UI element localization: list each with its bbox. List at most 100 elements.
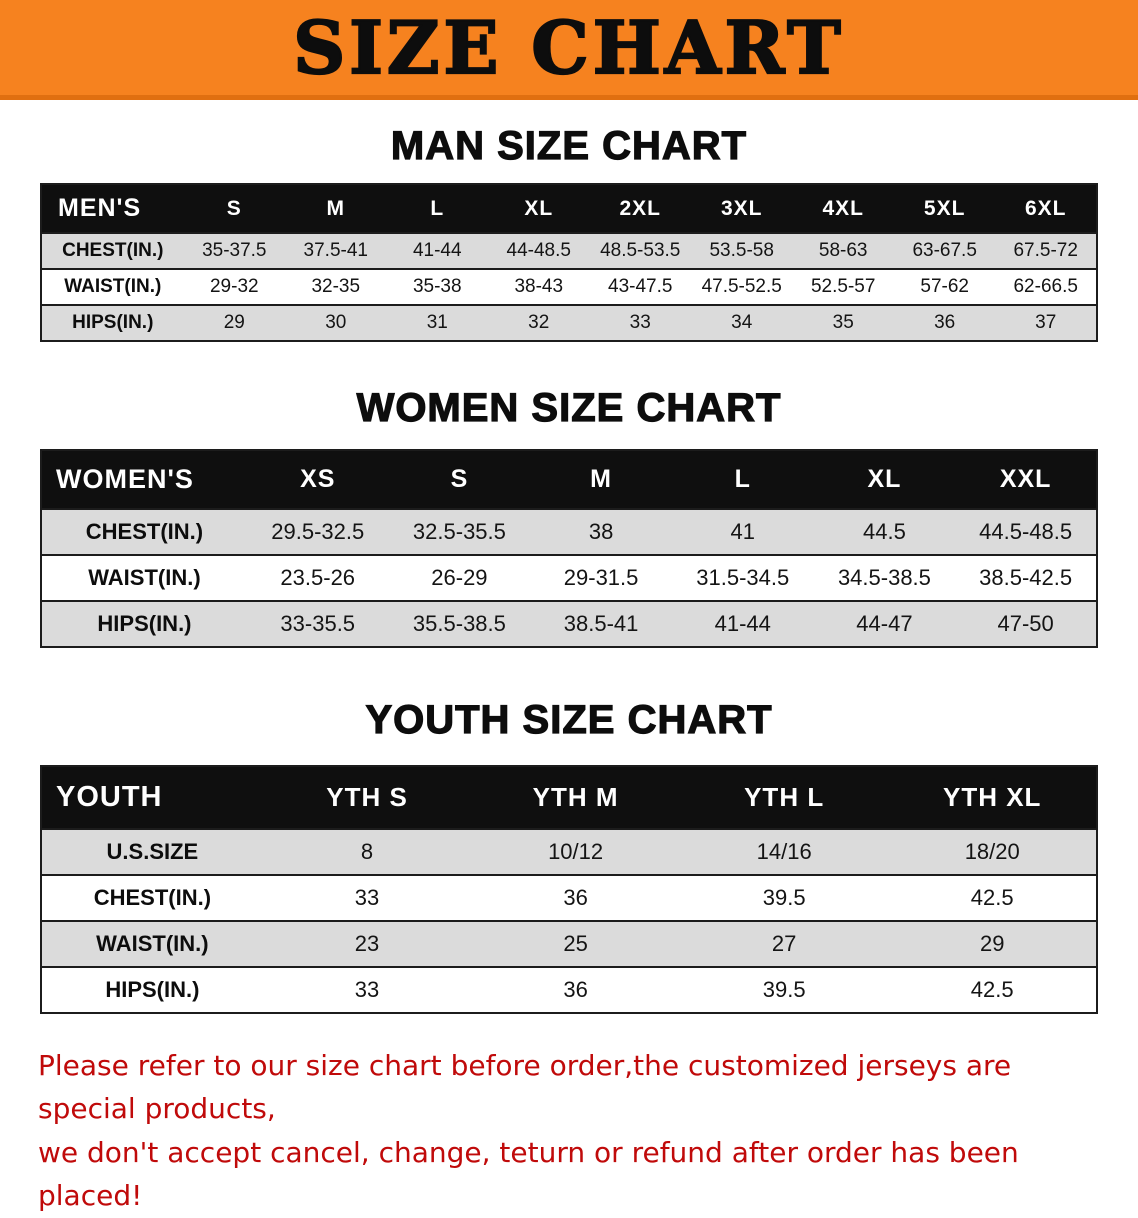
size-value: 29-32 (209, 276, 259, 297)
men-size-table-wrap: MEN'S S M L XL 2XL 3XL 4XL 5XL 6XL CHEST(IN.) 35-37… (40, 183, 1098, 342)
size-value: 35 (832, 312, 854, 333)
table-row: WAIST(IN.) 23.5-26 26-29 29-31.5 31.5-34.5 34… (41, 555, 1097, 601)
size-value: 33-35.5 (280, 611, 356, 636)
size-column-header: 3XL (690, 184, 793, 233)
size-value: 26-29 (431, 565, 488, 590)
table-row: WAIST(IN.) 29-32 32-35 35-38 38-43 43-47.5 47.… (41, 269, 1097, 305)
table-row: HIPS(IN.) 29 30 31 32 33 34 35 36 37 (41, 305, 1097, 341)
size-value: 44-47 (856, 611, 913, 636)
size-value: 42.5 (970, 885, 1014, 910)
table-row: U.S.SIZE 8 10/12 14/16 18/20 (41, 829, 1097, 875)
size-column-header: M (285, 184, 387, 233)
size-value: 44.5 (863, 519, 906, 544)
size-value: 38-43 (514, 276, 564, 297)
size-value: 10/12 (548, 839, 604, 864)
women-size-table-wrap: WOMEN'S XS S M L XL XXL CHEST(IN.) 29.5-32.5 32.5… (40, 449, 1098, 648)
size-column-header: 5XL (893, 184, 996, 233)
size-value: 44.5-48.5 (979, 519, 1073, 544)
size-column-header: XL (488, 184, 590, 233)
header-row: YOUTH YTH S YTH M YTH L YTH XL (41, 766, 1097, 829)
size-value: 52.5-57 (810, 276, 876, 297)
size-value: 67.5-72 (1013, 240, 1078, 261)
size-value: 30 (325, 312, 347, 333)
size-value: 31.5-34.5 (696, 565, 790, 590)
size-value: 32-35 (311, 276, 361, 297)
size-value: 37.5-41 (303, 240, 368, 261)
size-column-header: 2XL (589, 184, 691, 233)
size-column-header: YTH S (262, 766, 472, 829)
table-title-cell: MEN'S (41, 184, 184, 233)
size-value: 23 (354, 931, 380, 956)
size-value: 29.5-32.5 (271, 519, 365, 544)
size-column-header: M (530, 450, 672, 509)
table-title-cell: WOMEN'S (41, 450, 247, 509)
size-value: 41-44 (412, 240, 462, 261)
row-label: WAIST(IN.) (96, 931, 209, 956)
women-size-table: WOMEN'S XS S M L XL XXL CHEST(IN.) 29.5-32.5 32.5… (40, 449, 1098, 648)
size-value: 14/16 (756, 839, 812, 864)
row-label: HIPS(IN.) (72, 312, 154, 333)
size-value: 33 (354, 885, 380, 910)
youth-size-table-wrap: YOUTH YTH S YTH M YTH L YTH XL U.S.SIZE 8 10/12… (40, 765, 1098, 1014)
size-value: 32 (528, 312, 550, 333)
size-value: 58-63 (818, 240, 868, 261)
page-title: SIZE CHART (292, 4, 845, 90)
size-column-header: L (671, 450, 814, 509)
size-value: 42.5 (970, 977, 1014, 1002)
size-value: 41-44 (714, 611, 771, 636)
size-value: 37 (1035, 312, 1057, 333)
row-label: HIPS(IN.) (97, 611, 192, 636)
size-value: 44-48.5 (506, 240, 571, 261)
size-value: 23.5-26 (280, 565, 356, 590)
size-value: 35-38 (412, 276, 462, 297)
size-value: 38.5-42.5 (979, 565, 1073, 590)
women-size-heading: WOMEN SIZE CHART (356, 385, 782, 430)
table-row: WAIST(IN.) 23 25 27 29 (41, 921, 1097, 967)
disclaimer-line-2: we don't accept cancel, change, teturn o… (38, 1135, 1019, 1213)
row-label: CHEST(IN.) (85, 519, 204, 544)
table-row: CHEST(IN.) 35-37.5 37.5-41 41-44 44-48.5 48.5… (41, 233, 1097, 269)
table-row: HIPS(IN.) 33 36 39.5 42.5 (41, 967, 1097, 1013)
table-row: CHEST(IN.) 33 36 39.5 42.5 (41, 875, 1097, 921)
size-value: 32.5-35.5 (412, 519, 506, 544)
men-size-table: MEN'S S M L XL 2XL 3XL 4XL 5XL 6XL CHEST(IN.) 35-37… (40, 183, 1098, 342)
row-label: WAIST(IN.) (88, 565, 201, 590)
youth-size-heading: YOUTH SIZE CHART (365, 697, 773, 742)
order-disclaimer: Please refer to our size chart before or… (38, 1044, 1100, 1218)
size-value: 57-62 (920, 276, 969, 297)
size-value: 36 (934, 312, 956, 333)
size-column-header: XL (813, 450, 956, 509)
size-column-header: 4XL (792, 184, 894, 233)
size-value: 39.5 (762, 977, 806, 1002)
size-value: 27 (771, 931, 797, 956)
size-value: 41 (730, 519, 755, 544)
youth-size-table: YOUTH YTH S YTH M YTH L YTH XL U.S.SIZE 8 10/12… (40, 765, 1098, 1014)
table-title-cell: YOUTH (41, 766, 263, 829)
size-value: 29 (979, 931, 1005, 956)
header-row: WOMEN'S XS S M L XL XXL (41, 450, 1097, 509)
size-value: 33 (629, 312, 651, 333)
size-column-header: S (388, 450, 531, 509)
size-column-header: YTH L (679, 766, 889, 829)
size-value: 39.5 (762, 885, 806, 910)
size-value: 18/20 (964, 839, 1020, 864)
size-column-header: S (183, 184, 286, 233)
size-value: 33 (354, 977, 380, 1002)
youth-size-section: YOUTH SIZE CHART YOUTH YTH S YTH M YTH L YTH… (0, 697, 1138, 1014)
size-value: 47-50 (997, 611, 1054, 636)
row-label: HIPS(IN.) (105, 977, 200, 1002)
size-column-header: 6XL (995, 184, 1097, 233)
size-value: 48.5-53.5 (600, 240, 681, 261)
size-column-header: YTH XL (888, 766, 1097, 829)
size-value: 35-37.5 (202, 240, 267, 261)
size-chart-banner: SIZE CHART (0, 0, 1138, 100)
size-value: 29 (223, 312, 245, 333)
size-column-header: XS (246, 450, 389, 509)
size-column-header: L (386, 184, 488, 233)
row-label: U.S.SIZE (106, 839, 199, 864)
size-value: 43-47.5 (608, 276, 673, 297)
size-value: 38 (588, 519, 614, 544)
row-label: CHEST(IN.) (93, 885, 212, 910)
size-value: 25 (563, 931, 588, 956)
